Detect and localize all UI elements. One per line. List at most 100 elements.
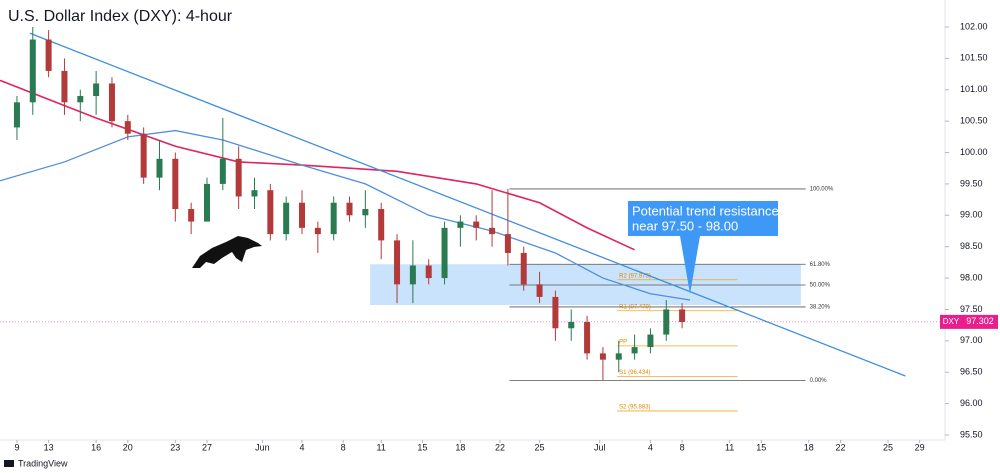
y-tick-label: 97.50 (960, 304, 983, 314)
candle-body (552, 296, 559, 329)
x-tick-label: Jul (594, 442, 606, 452)
candle-body (13, 102, 20, 128)
candle-body (140, 133, 147, 178)
y-tick-label: 98.50 (960, 241, 983, 251)
y-tick-label: 95.50 (960, 429, 983, 439)
x-tick-label: 8 (680, 442, 685, 452)
candle-body (314, 227, 321, 235)
pivot-label: R1 (97.479) (619, 304, 651, 310)
x-tick-label: 22 (835, 442, 845, 452)
candle-body (251, 190, 258, 197)
candle-body (457, 221, 464, 228)
plot-area: 100.00% 61.80% 50.00% 38.20% 0.00% R2 (97.973… (0, 26, 945, 412)
candle-body (45, 39, 52, 71)
candle-body (235, 158, 242, 197)
candle-body (203, 183, 210, 222)
y-tick-label: 97.00 (960, 335, 983, 345)
x-tick-label: 22 (495, 442, 505, 452)
x-tick-label: 11 (377, 442, 386, 452)
candle-body (172, 158, 179, 210)
x-tick-label: 29 (915, 442, 925, 452)
candle-body (346, 202, 353, 216)
x-tick-label: 8 (341, 442, 346, 452)
candle-body (536, 284, 543, 297)
candle-body (108, 83, 115, 122)
x-tick-label: 9 (14, 442, 19, 452)
candle-body (61, 70, 68, 103)
candle-body (631, 347, 638, 354)
candle-body (267, 190, 274, 235)
fib-label: 38.20% (810, 305, 831, 311)
candle-body (584, 321, 591, 354)
x-tick-label: 18 (804, 442, 814, 452)
x-tick-label: 18 (455, 442, 465, 452)
candle-body (394, 240, 401, 285)
price-badge-bg (962, 314, 998, 329)
candle-body (409, 265, 416, 285)
y-tick-label: 99.00 (960, 210, 983, 220)
fib-label: 61.80% (810, 262, 831, 268)
y-tick-label: 96.50 (960, 367, 983, 377)
candle-body (299, 202, 306, 228)
x-tick-label: 25 (883, 442, 893, 452)
x-tick-label: Jun (255, 442, 270, 452)
x-tick-label: 20 (123, 442, 133, 452)
fib-label: 50.00% (810, 283, 831, 289)
candle-body (219, 158, 226, 184)
candle-body (378, 209, 385, 241)
x-tick-label: 23 (170, 442, 180, 452)
candle-body (647, 334, 654, 348)
candle-body (489, 227, 496, 235)
candle-body (568, 321, 575, 329)
candle-body (425, 265, 432, 279)
y-tick-label: 98.00 (960, 272, 983, 282)
price-badge-symbol: DXY (943, 317, 960, 326)
callout-box (628, 201, 778, 294)
y-tick-label: 99.50 (960, 178, 983, 188)
callout: Potential trend resistance near 97.50 - … (628, 201, 779, 294)
x-tick-label: 15 (417, 442, 427, 452)
candle-body (504, 234, 511, 253)
pivot-label: S1 (96.434) (619, 370, 650, 376)
candle-body (473, 221, 480, 228)
pivot-label: S2 (95.883) (619, 405, 650, 411)
x-tick-label: 27 (202, 442, 212, 452)
price-badge-symbol-bg (940, 314, 962, 329)
moving-average (0, 79, 635, 251)
x-tick-label: 4 (300, 442, 305, 452)
pivot-label: PP (619, 339, 627, 345)
fib-label: 0.00% (810, 378, 828, 384)
candle-body (283, 202, 290, 235)
candle-body (93, 83, 100, 97)
y-tick-label: 102.00 (960, 21, 988, 31)
callout-text: Potential trend resistance (632, 203, 779, 218)
trendline (29, 32, 906, 377)
candle-body (362, 209, 369, 216)
candle-body (29, 39, 36, 103)
x-tick-label: 13 (44, 442, 54, 452)
x-tick-label: 15 (756, 442, 766, 452)
fib-label: 100.00% (810, 187, 834, 193)
y-tick-label: 100.00 (960, 147, 988, 157)
candle-body (599, 353, 606, 360)
candle-body (441, 227, 448, 279)
source: TradingView (18, 458, 68, 468)
candle-body (156, 158, 163, 178)
x-tick-label: 25 (535, 442, 545, 452)
candle-body (679, 309, 686, 322)
candle-body (330, 202, 337, 235)
candle-body (188, 209, 195, 222)
price-badge-label: 97.302 (966, 316, 994, 326)
y-tick-label: 101.50 (960, 53, 988, 63)
bull-icon (192, 236, 262, 268)
candle-body (77, 96, 84, 103)
candle-body (615, 353, 622, 360)
candle-body (124, 121, 131, 134)
y-tick-label: 100.50 (960, 116, 988, 126)
pivot-label: R2 (97.973) (619, 273, 651, 279)
chart-title: U.S. Dollar Index (DXY): 4-hour (8, 8, 233, 25)
x-tick-label: 4 (648, 442, 653, 452)
x-tick-label: 11 (725, 442, 734, 452)
